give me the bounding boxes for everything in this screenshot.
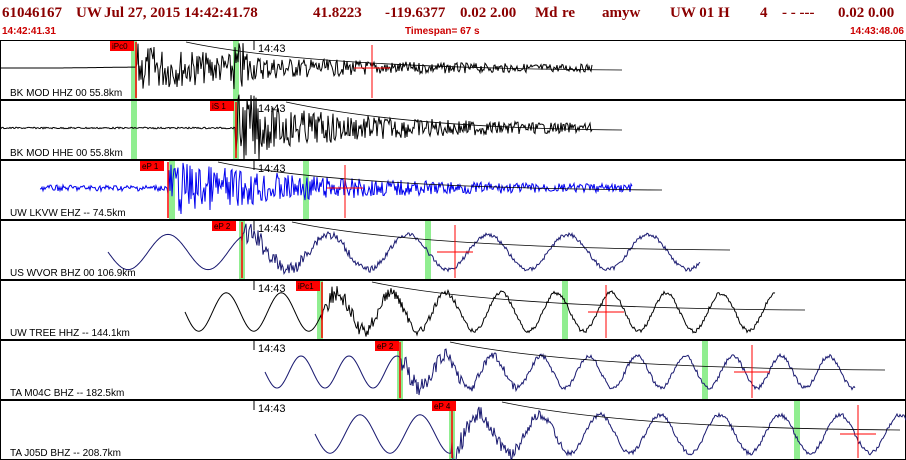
event-source: UW 01 H xyxy=(670,5,730,21)
review-flag: re xyxy=(562,5,576,21)
station-label: BK MOD HHZ 00 55.8km xyxy=(10,88,122,99)
event-datetime: Jul 27, 2015 14:42:41.78 xyxy=(104,5,258,21)
quality-flags: - - --- xyxy=(782,5,815,21)
event-id: 61046167 xyxy=(2,5,62,21)
pick-flag[interactable] xyxy=(296,281,320,291)
pick-label[interactable]: iPc1 xyxy=(298,282,314,291)
coda-curve xyxy=(217,161,663,191)
time-label: 14:43 xyxy=(258,283,286,295)
waveform-line xyxy=(264,348,856,396)
coda-curve xyxy=(291,221,731,251)
station-label: US WVOR BHZ 00 106.9km xyxy=(10,268,136,279)
coda-curve xyxy=(449,341,886,371)
pick-flag[interactable] xyxy=(432,401,456,411)
trace-panel[interactable]: 14:43 eP 2 TA M04C BHZ -- 182.5km xyxy=(0,340,906,400)
pick-label[interactable]: iPc0 xyxy=(112,42,128,51)
event-depth-magnitude: 0.02 2.00 xyxy=(460,5,517,21)
pick-uncertainty-band xyxy=(794,401,800,459)
waveform-line xyxy=(184,286,776,337)
station-label: UW TREE HHZ -- 144.1km xyxy=(10,328,130,339)
pick-uncertainty-band xyxy=(131,101,137,159)
station-label: TA M04C BHZ -- 182.5km xyxy=(10,388,124,399)
pick-label[interactable]: eP 1 xyxy=(142,162,159,171)
pick-uncertainty-band xyxy=(702,341,708,399)
coda-curve xyxy=(371,281,806,311)
pick-label[interactable]: eP 2 xyxy=(377,342,394,351)
pick-label[interactable]: eP 4 xyxy=(434,402,451,411)
trace-panel[interactable]: 14:43 eP 1 UW LKVW EHZ -- 74.5km xyxy=(0,160,906,220)
pick-label[interactable]: eP 2 xyxy=(214,222,231,231)
magnitude-type: Md xyxy=(535,5,558,21)
station-label: BK MOD HHE 00 55.8km xyxy=(10,148,123,159)
pick-flag[interactable] xyxy=(210,101,234,111)
waveform-line xyxy=(39,162,633,215)
coda-curve xyxy=(185,41,623,71)
trace-panel[interactable]: 14:43 iPc0 BK MOD HHZ 00 55.8km xyxy=(0,40,906,100)
error-values: 0.02 0.00 xyxy=(838,5,895,21)
seismogram-panel[interactable]: 14:43 iPc0 BK MOD HHZ 00 55.8km 14:43 iS 1 BK… xyxy=(0,40,906,460)
time-label: 14:43 xyxy=(258,163,286,175)
end-time: 14:43:48.06 xyxy=(850,26,904,37)
time-label: 14:43 xyxy=(258,343,286,355)
start-time: 14:42:41.31 xyxy=(2,26,56,37)
event-latitude: 41.8223 xyxy=(313,5,362,21)
timespan: Timespan= 67 s xyxy=(405,26,480,37)
trace-panel[interactable]: 14:43 iPc1 UW TREE HHZ -- 144.1km xyxy=(0,280,906,340)
waveform-line xyxy=(0,43,593,90)
station-count: 4 xyxy=(760,5,768,21)
coda-curve xyxy=(501,401,901,431)
station-label: UW LKVW EHZ -- 74.5km xyxy=(10,208,126,219)
author: amyw xyxy=(602,5,641,21)
time-label: 14:43 xyxy=(258,403,286,415)
time-range-bar: 14:42:41.31 Timespan= 67 s 14:43:48.06 xyxy=(0,26,906,40)
event-title-bar: 61046167 UW Jul 27, 2015 14:42:41.78 41.… xyxy=(0,0,906,26)
waveform-line xyxy=(0,94,593,161)
pick-flag[interactable] xyxy=(110,41,134,51)
pick-flag[interactable] xyxy=(375,341,399,351)
pick-flag[interactable] xyxy=(212,221,236,231)
time-label: 14:43 xyxy=(258,223,286,235)
trace-border xyxy=(0,160,906,220)
pick-uncertainty-band xyxy=(233,41,239,99)
pick-uncertainty-band xyxy=(131,41,137,99)
event-network: UW xyxy=(76,5,102,21)
pick-uncertainty-band xyxy=(317,281,323,339)
pick-flag[interactable] xyxy=(140,161,164,171)
waveform-line xyxy=(314,406,906,460)
pick-uncertainty-band xyxy=(562,281,568,339)
trace-panel[interactable]: 14:43 eP 4 TA J05D BHZ -- 208.7km xyxy=(0,400,906,460)
coda-curve xyxy=(285,101,623,131)
station-label: TA J05D BHZ -- 208.7km xyxy=(10,448,121,459)
time-label: 14:43 xyxy=(258,43,286,55)
trace-border xyxy=(0,220,906,280)
trace-panel[interactable]: 14:43 eP 2 US WVOR BHZ 00 106.9km xyxy=(0,220,906,280)
pick-uncertainty-band xyxy=(425,221,431,279)
event-longitude: -119.6377 xyxy=(385,5,446,21)
pick-label[interactable]: iS 1 xyxy=(212,102,226,111)
waveform-line xyxy=(107,223,701,276)
